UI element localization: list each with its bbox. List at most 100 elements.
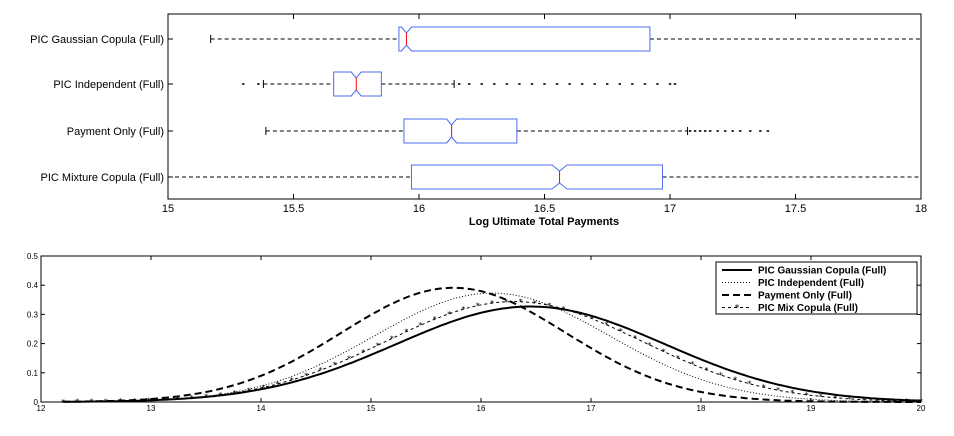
density-x-tick-label: 12 [37, 404, 46, 413]
boxplot-x-tick-label: 16.5 [534, 203, 555, 215]
boxplot-x-tick-label: 15.5 [283, 203, 304, 215]
boxplot-x-tick-label: 17.5 [785, 203, 806, 215]
density-series-marker: * [476, 302, 480, 311]
density-series-marker: * [247, 386, 251, 395]
density-x-tick-label: 17 [587, 404, 596, 413]
density-series-line [63, 301, 922, 403]
density-series-marker: * [361, 348, 365, 357]
boxplot-chart: 15 15.5 16 16.5 17 17.5 18 PIC Gaussian Copula… [30, 13, 927, 228]
density-series-marker: * [547, 301, 551, 310]
density-series-marker: * [147, 396, 151, 405]
density-series-marker: * [233, 389, 237, 398]
legend-label: PIC Independent (Full) [758, 278, 864, 289]
density-legend: PIC Gaussian Copula (Full)PIC Independen… [715, 261, 918, 315]
density-x-tick-label: 14 [257, 404, 266, 413]
density-series-marker: * [404, 328, 408, 337]
density-series-marker: * [805, 391, 809, 400]
boxplot-row [265, 118, 770, 144]
boxplot-category-label: PIC Independent (Full) [53, 79, 164, 91]
density-series-marker: * [533, 299, 537, 308]
density-series-marker: * [676, 354, 680, 363]
boxplot-category-label: PIC Mixture Copula (Full) [41, 172, 164, 184]
density-series-marker: * [118, 397, 122, 406]
density-series-marker: * [690, 360, 694, 369]
density-series-marker: * [519, 298, 523, 307]
density-series-marker: * [290, 376, 294, 385]
density-series-marker: * [562, 305, 566, 314]
boxplot-x-ticks: 15 15.5 16 16.5 17 17.5 18 [162, 14, 927, 215]
density-series-marker: * [890, 397, 894, 406]
density-series-marker: * [790, 389, 794, 398]
density-series-marker: * [376, 341, 380, 350]
boxplot-axes-frame [167, 13, 922, 200]
density-series-marker: * [776, 386, 780, 395]
boxplot-row [242, 71, 677, 97]
boxplot-marks [168, 26, 921, 190]
notched-box [333, 71, 382, 97]
density-series-marker: * [762, 383, 766, 392]
density-series-marker: * [175, 395, 179, 404]
boxplot-category-label: PIC Gaussian Copula (Full) [30, 34, 164, 46]
notched-box [398, 26, 651, 52]
density-y-tick-label: 0.3 [27, 310, 39, 319]
density-series-marker: * [276, 380, 280, 389]
density-x-tick-label: 15 [367, 404, 376, 413]
density-series-marker: * [619, 327, 623, 336]
density-series-marker: * [633, 334, 637, 343]
boxplot-row [168, 164, 921, 190]
density-series-marker: * [190, 394, 194, 403]
density-series-marker: * [447, 310, 451, 319]
density-series-marker: * [461, 305, 465, 314]
density-y-tick-label: 0.5 [27, 252, 39, 261]
density-series-marker: * [876, 396, 880, 405]
density-series-marker: * [261, 383, 265, 392]
density-series-marker: * [347, 354, 351, 363]
density-series-marker: * [161, 396, 165, 405]
density-x-tick-label: 20 [917, 404, 926, 413]
density-series-marker: * [862, 396, 866, 405]
density-y-tick-label: 0.2 [27, 340, 39, 349]
density-series-marker: * [848, 395, 852, 404]
density-x-tick-label: 19 [807, 404, 816, 413]
density-series-marker: * [75, 398, 79, 407]
density-series-marker: * [604, 321, 608, 330]
density-series-marker: * [905, 397, 909, 406]
boxplot-x-tick-label: 18 [915, 203, 927, 215]
legend-label: Payment Only (Full) [758, 291, 852, 302]
density-x-tick-label: 13 [147, 404, 156, 413]
density-series-marker: * [662, 347, 666, 356]
legend-label: PIC Mix Copula (Full) [758, 303, 858, 314]
boxplot-x-tick-label: 16 [413, 203, 425, 215]
density-series-marker: * [819, 392, 823, 401]
density-series-marker: * [919, 397, 923, 406]
density-series-marker: * [433, 315, 437, 324]
boxplot-category-label: Payment Only (Full) [67, 126, 164, 138]
density-series-marker: * [104, 397, 108, 406]
density-series-marker: * [719, 371, 723, 380]
density-series-marker: * [333, 361, 337, 370]
density-series-marker: * [419, 321, 423, 330]
density-series-marker: * [61, 398, 65, 407]
boxplot-category-labels: PIC Gaussian Copula (Full) PIC Independen… [30, 34, 173, 184]
boxplot-x-axis-label: Log Ultimate Total Payments [469, 216, 619, 228]
density-series-line [63, 305, 922, 403]
density-series-marker: * [733, 376, 737, 385]
density-series-marker: * [833, 394, 837, 403]
density-x-tick-label: 18 [697, 404, 706, 413]
density-series-marker: * [304, 371, 308, 380]
notched-box [403, 118, 518, 144]
density-series-marker: * [90, 398, 94, 407]
density-y-tick-label: 0.4 [27, 281, 39, 290]
legend-swatch-marker: * [735, 304, 740, 314]
density-series-marker: * [647, 341, 651, 350]
density-series-marker: * [133, 397, 137, 406]
density-series-line [62, 292, 922, 403]
boxplot-x-tick-label: 17 [664, 203, 676, 215]
density-series-marker: * [504, 298, 508, 307]
density-x-tick-label: 16 [477, 404, 486, 413]
density-y-tick-label: 0 [34, 398, 39, 407]
density-series-marker: * [204, 393, 208, 402]
density-series-marker: * [705, 366, 709, 375]
